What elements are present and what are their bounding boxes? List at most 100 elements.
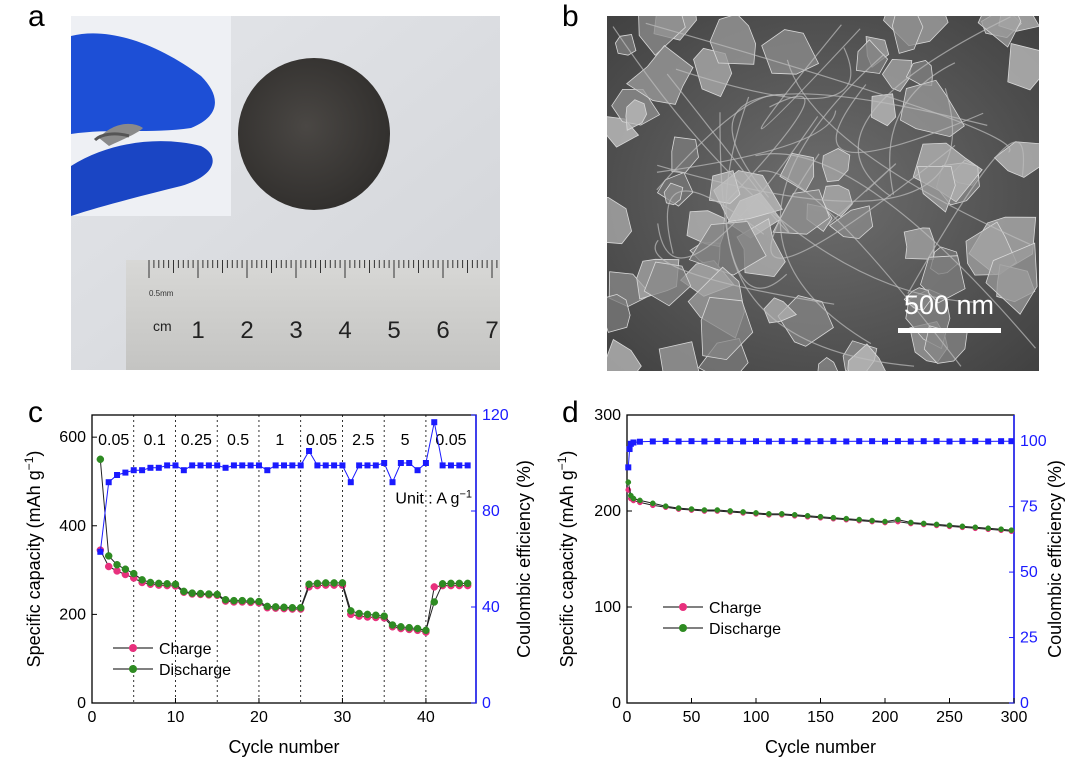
scale-bar-label: 500 nm <box>904 290 994 320</box>
discharge-point <box>213 590 221 599</box>
x-tick-label: 200 <box>872 709 899 726</box>
y-tick-label: 100 <box>594 599 621 616</box>
charge-point <box>104 562 113 571</box>
ce-point <box>272 462 279 469</box>
ce-point <box>662 438 669 445</box>
ce-point <box>431 419 438 426</box>
rate-label: 0.5 <box>227 432 249 449</box>
charge-point <box>430 583 439 591</box>
discharge-point <box>920 520 927 527</box>
discharge-point <box>121 565 130 573</box>
discharge-point <box>155 579 163 588</box>
discharge-point <box>196 589 205 598</box>
y2-tick-label: 75 <box>1020 499 1038 516</box>
legend-marker-charge <box>679 603 687 611</box>
x-tick-label: 150 <box>807 709 834 726</box>
plot-frame <box>91 414 477 704</box>
discharge-point <box>96 455 105 464</box>
discharge-point <box>321 579 330 587</box>
ce-point <box>414 467 421 474</box>
ruler-number: 2 <box>240 317 253 344</box>
discharge-point <box>188 589 196 597</box>
ce-point <box>397 460 404 466</box>
discharge-point <box>271 603 280 611</box>
discharge-point <box>230 596 238 605</box>
ce-point <box>147 464 154 471</box>
ce-point <box>778 438 785 445</box>
ce-point <box>255 462 262 469</box>
legend-marker-charge <box>129 644 137 652</box>
ce-point <box>372 462 379 469</box>
ce-point <box>817 438 824 445</box>
ruler-number: 3 <box>289 317 302 344</box>
discharge-point <box>856 516 863 523</box>
y2-tick-label: 25 <box>1020 630 1038 647</box>
discharge-point <box>163 580 171 588</box>
discharge-point <box>998 526 1004 533</box>
panel-letter-d: d <box>562 396 579 429</box>
ce-point <box>264 467 271 474</box>
discharge-point <box>766 511 772 517</box>
discharge-point <box>205 590 213 598</box>
ce-point <box>381 460 388 466</box>
discharge-point <box>714 507 721 513</box>
discharge-point <box>882 518 888 525</box>
ruler-scale-label: 0.5mm <box>149 289 174 298</box>
ce-point <box>222 464 229 471</box>
ce-point <box>894 438 901 445</box>
ce-point <box>959 438 966 445</box>
ce-point <box>314 462 321 469</box>
discharge-point <box>625 479 632 486</box>
discharge-point <box>330 579 338 587</box>
discharge-point <box>430 598 439 606</box>
ce-point <box>122 469 129 476</box>
y-axis-label: Specific capacity (mAh g−1) <box>555 451 577 668</box>
ce-point <box>625 464 632 471</box>
ce-point <box>230 462 237 469</box>
x-tick-label: 0 <box>88 709 97 726</box>
scale-bar <box>898 328 1001 333</box>
ce-point <box>464 462 471 469</box>
discharge-point <box>817 513 824 520</box>
discharge-point <box>180 587 188 596</box>
y-tick-label: 200 <box>594 503 621 520</box>
y2-axis-label: Coulombic efficiency (%) <box>514 460 534 658</box>
ce-point <box>289 462 296 469</box>
panel-letter-b: b <box>562 0 579 33</box>
ce-point <box>406 460 413 466</box>
discharge-point <box>263 602 272 611</box>
y-tick-label: 300 <box>594 407 621 424</box>
discharge-point <box>946 522 953 529</box>
discharge-point <box>313 579 322 588</box>
ce-point <box>155 464 162 471</box>
x-tick-label: 20 <box>250 709 268 726</box>
sem-image-drawing: 500 nm <box>607 16 1039 371</box>
discharge-point <box>422 626 430 635</box>
rate-label: 2.5 <box>352 432 374 449</box>
ce-point <box>946 438 953 445</box>
y-axis-label: Specific capacity (mAh g−1) <box>22 451 44 668</box>
ce-point <box>197 462 204 469</box>
y-tick-label: 200 <box>59 606 86 623</box>
y2-tick-label: 100 <box>1020 433 1047 450</box>
ce-point <box>439 462 446 469</box>
discharge-point <box>221 596 230 604</box>
ce-point <box>297 462 304 469</box>
ce-point <box>985 438 992 445</box>
ce-point <box>347 479 354 486</box>
discharge-point <box>701 507 708 513</box>
rate-label: 0.05 <box>306 432 337 449</box>
ce-point <box>753 438 759 445</box>
y2-axis-label: Coulombic efficiency (%) <box>1045 460 1065 658</box>
ruler-number: 5 <box>387 317 400 344</box>
ce-point <box>920 438 927 445</box>
ce-point <box>626 446 633 453</box>
ce-point <box>447 462 454 469</box>
rate-label: 5 <box>401 432 410 449</box>
ce-point <box>882 438 888 445</box>
x-tick-label: 100 <box>743 709 770 726</box>
ce-point <box>1008 438 1015 445</box>
discharge-point <box>355 609 363 618</box>
x-tick-label: 10 <box>167 709 185 726</box>
